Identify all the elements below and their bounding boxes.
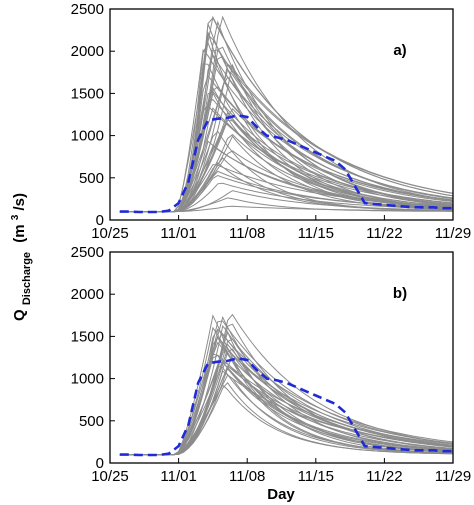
panel-a-y-tick-label: 1500: [71, 85, 104, 102]
y-axis-title-subscript: Discharge: [21, 252, 33, 305]
y-axis-title: Q Discharge (m 3 /s): [5, 193, 34, 321]
panel-b-x-tick-label: 11/08: [229, 468, 265, 485]
panel-a-ensemble-member: [119, 41, 454, 213]
panel-b-x-tick-label: 10/25: [91, 468, 129, 485]
panel-a-x-tick-label: 10/25: [91, 225, 129, 242]
x-axis-title: Day: [267, 486, 295, 503]
panel-a-y-ticks: 0 500 1000 1500 2000 2500: [71, 1, 115, 229]
panel-a-x-tick-label: 11/15: [298, 225, 334, 242]
panel-b-ensemble: [119, 313, 454, 456]
panel-b-ensemble-member: [119, 314, 454, 456]
panel-a-y-tick-label: 2500: [71, 1, 104, 18]
y-axis-title-q: Q: [11, 309, 28, 321]
panel-a-ensemble-member: [119, 135, 454, 213]
panel-b-label: b): [393, 285, 407, 302]
panel-a-x-ticks: 10/25 11/01 11/08 11/15 11/22 11/29: [91, 215, 471, 242]
panel-a-y-tick-label: 0: [96, 212, 104, 229]
panel-a-ensemble-member: [119, 17, 454, 213]
panel-a-x-tick-label: 11/22: [366, 225, 402, 242]
panel-b-y-tick-label: 2000: [71, 286, 104, 303]
panel-b-x-tick-label: 11/22: [366, 468, 402, 485]
panel-a-ensemble: [119, 15, 454, 213]
panel-b-x-tick-label: 11/01: [160, 468, 196, 485]
panel-b-y-tick-label: 500: [79, 413, 104, 430]
panel-b: 10/25 11/01 11/08 11/15 11/22 11/29 0 500 1000 1…: [71, 244, 472, 485]
panel-b-x-tick-label: 11/15: [298, 468, 334, 485]
panel-b-ensemble-member: [119, 313, 454, 456]
panel-b-x-ticks: 10/25 11/01 11/08 11/15 11/22 11/29: [91, 458, 471, 485]
panel-b-y-tick-label: 1000: [71, 371, 104, 388]
panel-b-x-tick-label: 11/29: [435, 468, 471, 485]
panel-a-ensemble-member: [119, 133, 454, 213]
panel-b-observed-line: [119, 356, 453, 457]
panel-a-ensemble-member: [119, 20, 454, 213]
panel-a-y-tick-label: 500: [79, 170, 104, 187]
y-axis-title-unit-sup: 3: [10, 214, 21, 220]
panel-a-observed-line: [119, 113, 453, 214]
y-axis-title-unit-end: /s): [11, 193, 28, 211]
panel-a-y-tick-label: 1000: [71, 128, 104, 145]
y-axis-title-unit: (m: [11, 224, 28, 242]
panel-a: 10/25 11/01 11/08 11/15 11/22 11/29 0 500 1000 1…: [71, 1, 472, 242]
panel-a-x-tick-label: 11/29: [435, 225, 471, 242]
panel-a-label: a): [393, 42, 406, 59]
panel-b-frame: [109, 251, 454, 464]
panel-b-y-ticks: 0 500 1000 1500 2000 2500: [71, 244, 115, 472]
panel-b-ensemble-member: [119, 370, 454, 456]
panel-b-y-tick-label: 2500: [71, 244, 104, 261]
panel-b-y-tick-label: 1500: [71, 328, 104, 345]
panel-a-x-tick-label: 11/08: [229, 225, 265, 242]
panel-a-y-tick-label: 2000: [71, 43, 104, 60]
panel-a-frame: [109, 8, 454, 221]
panel-b-y-tick-label: 0: [96, 455, 104, 472]
panel-a-x-tick-label: 11/01: [160, 225, 196, 242]
